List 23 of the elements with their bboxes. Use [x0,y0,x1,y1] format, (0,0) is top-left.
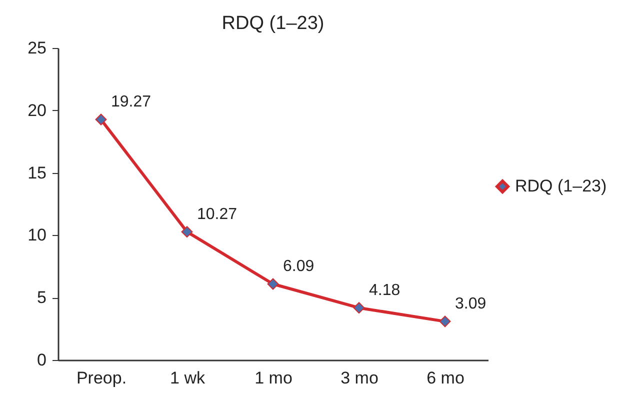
y-tick-label: 20 [28,100,46,120]
y-tick-label: 0 [37,350,46,370]
point [267,278,279,290]
data-label: 19.27 [111,94,152,111]
data-label: 6.09 [283,258,314,275]
x-tick-label: 3 mo [340,368,378,388]
y-tick-label: 25 [28,38,46,58]
y-tick-label: 5 [37,288,46,308]
x-tick-label: 1 wk [170,368,206,388]
legend-label: RDQ (1–23) [515,176,607,196]
chart-title: RDQ (1–23) [222,13,324,34]
point [439,316,451,328]
data-label: 4.18 [369,282,400,299]
point [181,226,193,238]
data-label: 3.09 [455,295,486,312]
x-tick-label: Preop. [76,368,127,388]
point [95,114,107,126]
data-label: 10.27 [197,206,238,223]
point [353,302,365,314]
x-tick-label: 6 mo [426,368,464,388]
y-tick-label: 15 [28,163,46,182]
y-tick-label: 10 [28,226,46,245]
x-tick-label: 1 mo [254,368,292,388]
